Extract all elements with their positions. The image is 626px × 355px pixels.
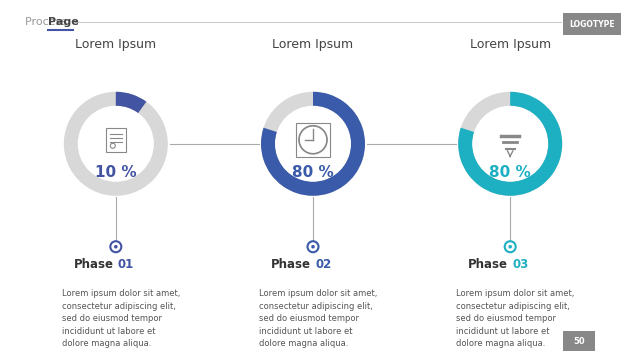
Text: 80 %: 80 %: [292, 165, 334, 180]
Wedge shape: [261, 92, 365, 196]
Text: Process: Process: [25, 17, 71, 27]
Text: Lorem ipsum dolor sit amet,
consectetur adipiscing elit,
sed do eiusmod tempor
i: Lorem ipsum dolor sit amet, consectetur …: [456, 289, 575, 348]
Text: 01: 01: [118, 258, 134, 271]
Circle shape: [508, 245, 512, 248]
Wedge shape: [116, 92, 146, 113]
Text: Lorem Ipsum: Lorem Ipsum: [272, 38, 354, 51]
Circle shape: [78, 106, 153, 181]
Text: 03: 03: [512, 258, 528, 271]
Circle shape: [473, 106, 548, 181]
Circle shape: [110, 241, 121, 252]
Text: 02: 02: [315, 258, 331, 271]
Wedge shape: [458, 92, 562, 196]
Wedge shape: [458, 92, 562, 196]
FancyBboxPatch shape: [563, 13, 621, 35]
Text: Page: Page: [48, 17, 79, 27]
Text: 50: 50: [573, 337, 585, 345]
Text: Lorem ipsum dolor sit amet,
consectetur adipiscing elit,
sed do eiusmod tempor
i: Lorem ipsum dolor sit amet, consectetur …: [259, 289, 377, 348]
Circle shape: [505, 241, 516, 252]
Text: 10 %: 10 %: [95, 165, 136, 180]
Wedge shape: [261, 92, 365, 196]
Circle shape: [307, 241, 319, 252]
FancyBboxPatch shape: [563, 331, 595, 351]
Text: Phase: Phase: [271, 258, 311, 271]
Circle shape: [275, 106, 351, 181]
FancyBboxPatch shape: [106, 128, 126, 152]
Circle shape: [114, 245, 118, 248]
Text: Lorem Ipsum: Lorem Ipsum: [470, 38, 551, 51]
Wedge shape: [64, 92, 168, 196]
Text: Lorem Ipsum: Lorem Ipsum: [75, 38, 156, 51]
Circle shape: [299, 126, 327, 154]
Text: 80 %: 80 %: [490, 165, 531, 180]
Text: Phase: Phase: [74, 258, 114, 271]
Circle shape: [311, 245, 315, 248]
Text: Lorem ipsum dolor sit amet,
consectetur adipiscing elit,
sed do eiusmod tempor
i: Lorem ipsum dolor sit amet, consectetur …: [62, 289, 180, 348]
Text: LOGOTYPE: LOGOTYPE: [569, 20, 615, 28]
Text: Phase: Phase: [468, 258, 508, 271]
